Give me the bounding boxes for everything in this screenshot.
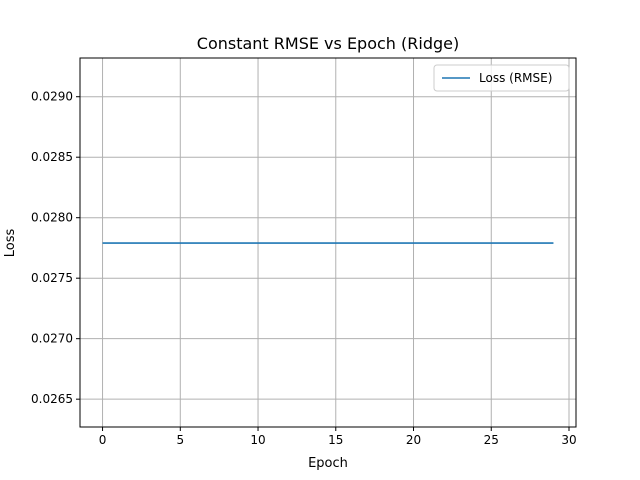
y-axis-ticks: 0.0265 0.0270 0.0275 0.0280 0.0285 0.0290 [31,90,80,406]
legend-box [433,64,570,92]
x-tick-label: 15 [328,433,343,447]
x-axis-label: Epoch [308,456,348,471]
y-axis-label: Loss [3,229,18,258]
x-tick-label: 30 [561,433,576,447]
y-tick-label: 0.0290 [31,90,73,104]
y-tick-label: 0.0285 [31,150,73,164]
y-tick-label: 0.0280 [31,211,73,225]
plot-frame [79,57,577,428]
x-tick-label: 10 [250,433,265,447]
chart-title: Constant RMSE vs Epoch (Ridge) [197,34,459,53]
x-tick-label: 0 [99,433,107,447]
y-tick-label: 0.0270 [31,332,73,346]
x-axis-ticks: 0 5 10 15 20 25 30 [99,427,577,447]
x-tick-label: 25 [484,433,499,447]
legend-label: Loss (RMSE) [479,71,552,85]
grid-lines [80,58,576,427]
legend: Loss (RMSE) [433,64,570,92]
x-tick-label: 5 [176,433,184,447]
y-tick-label: 0.0265 [31,392,73,406]
x-tick-label: 20 [406,433,421,447]
y-tick-label: 0.0275 [31,271,73,285]
